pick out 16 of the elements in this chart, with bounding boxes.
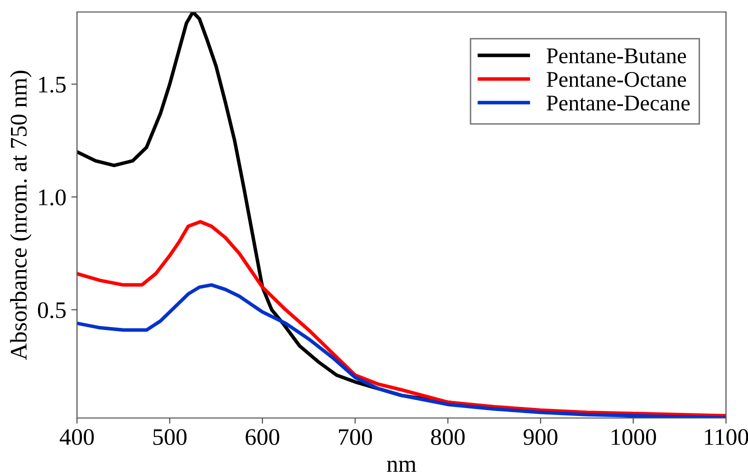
y-tick-label: 1.5: [39, 76, 66, 93]
x-tick-label: 1100: [704, 429, 748, 446]
y-axis-title: Absorbance (nrom. at 750 nm): [10, 70, 32, 360]
x-tick-label: 1000: [612, 429, 656, 446]
x-tick-label: 500: [153, 429, 187, 446]
y-tick-label: 0.5: [38, 302, 66, 318]
y-tick-label: 1.0: [39, 189, 66, 206]
x-tick-label: 800: [431, 429, 465, 446]
x-axis-title: nm: [386, 460, 416, 472]
x-tick-label: 400: [60, 429, 94, 446]
x-tick-label: 700: [338, 429, 372, 446]
x-tick-label: 600: [246, 429, 280, 446]
legend-label: Pentane-Decane: [546, 96, 690, 111]
x-tick-label: 900: [524, 429, 558, 446]
legend-label: Pentane-Octane: [546, 72, 686, 87]
legend-label: Pentane-Butane: [546, 48, 686, 64]
